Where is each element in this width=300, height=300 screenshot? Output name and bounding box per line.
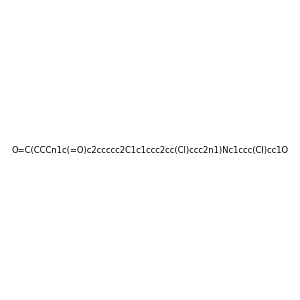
Text: O=C(CCCn1c(=O)c2ccccc2C1c1ccc2cc(Cl)ccc2n1)Nc1ccc(Cl)cc1O: O=C(CCCn1c(=O)c2ccccc2C1c1ccc2cc(Cl)ccc2…: [11, 146, 289, 154]
